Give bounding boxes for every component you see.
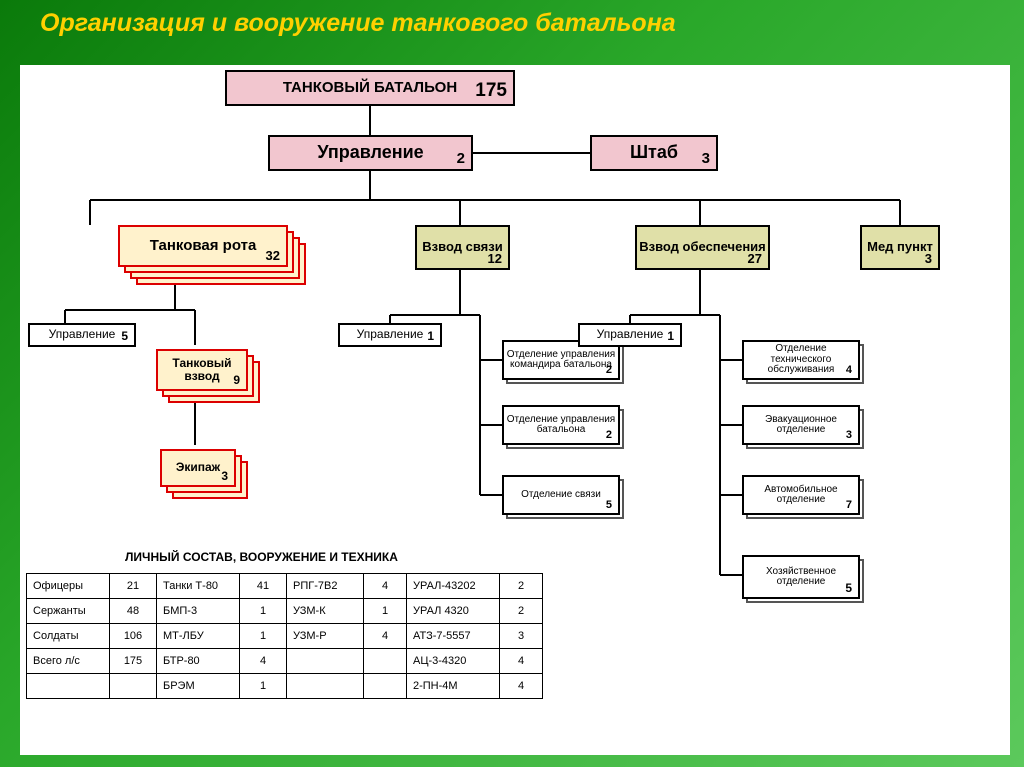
- table-cell: 4: [240, 649, 287, 674]
- node-label: Отделение технического обслуживания: [744, 344, 858, 376]
- table-cell: [110, 674, 157, 699]
- node-label: Мед пункт: [867, 240, 933, 254]
- node-count: 3: [702, 151, 710, 168]
- node-hq: Штаб 3: [590, 135, 718, 171]
- node-count: 7: [846, 499, 852, 511]
- node-count: 3: [221, 470, 228, 483]
- node-count: 5: [845, 582, 852, 595]
- table-cell: 175: [110, 649, 157, 674]
- table-cell: БМП-3: [157, 599, 240, 624]
- table-cell: 1: [240, 599, 287, 624]
- node-count: 3: [846, 429, 852, 441]
- node-label: Штаб: [630, 143, 678, 163]
- table-cell: УЗМ-К: [287, 599, 364, 624]
- node-command: Управление 2: [268, 135, 473, 171]
- node-crew: Экипаж 3: [160, 449, 236, 487]
- node-signal-sub3: Отделение связи 5: [502, 475, 620, 515]
- table-cell: 4: [500, 649, 543, 674]
- node-count: 9: [233, 374, 240, 387]
- node-label: Отделение управления батальона: [504, 415, 618, 436]
- node-support-cmd: Управление 1: [578, 323, 682, 347]
- node-count: 4: [846, 364, 852, 376]
- table-cell: 2-ПН-4М: [407, 674, 500, 699]
- page-title: Организация и вооружение танкового батал…: [0, 0, 1024, 38]
- table-cell: 2: [500, 599, 543, 624]
- node-count: 5: [121, 330, 128, 343]
- table-cell: Офицеры: [27, 574, 110, 599]
- node-support-platoon: Взвод обеспечения 27: [635, 225, 770, 270]
- node-tank-platoon: Танковый взвод 9: [156, 349, 248, 391]
- table-title: ЛИЧНЫЙ СОСТАВ, ВООРУЖЕНИЕ И ТЕХНИКА: [125, 550, 398, 564]
- table-cell: 4: [364, 574, 407, 599]
- node-med-point: Мед пункт 3: [860, 225, 940, 270]
- node-label: Танковая рота: [150, 238, 257, 255]
- node-battalion: ТАНКОВЫЙ БАТАЛЬОН 175: [225, 70, 515, 106]
- table-cell: БТР-80: [157, 649, 240, 674]
- node-count: 2: [606, 364, 612, 376]
- table-cell: 4: [500, 674, 543, 699]
- node-tank-company: Танковая рота 32: [118, 225, 288, 267]
- node-signal-cmd: Управление 1: [338, 323, 442, 347]
- node-count: 2: [606, 429, 612, 441]
- table-cell: 1: [240, 624, 287, 649]
- table-cell: [364, 649, 407, 674]
- node-count: 2: [457, 151, 465, 168]
- table-cell: 41: [240, 574, 287, 599]
- table-cell: 21: [110, 574, 157, 599]
- table-cell: 48: [110, 599, 157, 624]
- table-cell: АЦ-3-4320: [407, 649, 500, 674]
- node-label: Управление: [357, 328, 424, 341]
- node-label: Управление: [317, 143, 423, 163]
- table-cell: 1: [240, 674, 287, 699]
- equipment-table: Офицеры21Танки Т-8041РПГ-7В24УРАЛ-432022…: [26, 573, 543, 699]
- node-label: ТАНКОВЫЙ БАТАЛЬОН: [283, 80, 457, 97]
- node-label: Хозяйственное отделение: [744, 567, 858, 588]
- node-label: Эвакуационное отделение: [744, 415, 858, 436]
- diagram-canvas: ТАНКОВЫЙ БАТАЛЬОН 175 Управление 2 Штаб …: [20, 65, 1010, 755]
- table-cell: [364, 674, 407, 699]
- node-support-sub2: Эвакуационное отделение 3: [742, 405, 860, 445]
- table-cell: Сержанты: [27, 599, 110, 624]
- table-cell: 3: [500, 624, 543, 649]
- node-label: Автомобильное отделение: [744, 485, 858, 506]
- table-cell: Танки Т-80: [157, 574, 240, 599]
- table-cell: БРЭМ: [157, 674, 240, 699]
- node-count: 12: [488, 252, 502, 266]
- table-cell: 4: [364, 624, 407, 649]
- node-count: 5: [606, 499, 612, 511]
- table-cell: [27, 674, 110, 699]
- node-signal-sub2: Отделение управления батальона 2: [502, 405, 620, 445]
- table-cell: [287, 649, 364, 674]
- node-support-sub3: Автомобильное отделение 7: [742, 475, 860, 515]
- node-signal-platoon: Взвод связи 12: [415, 225, 510, 270]
- node-label: Управление: [49, 328, 116, 341]
- node-count: 1: [427, 330, 434, 343]
- table-cell: 106: [110, 624, 157, 649]
- node-count: 175: [475, 81, 507, 102]
- table-cell: 2: [500, 574, 543, 599]
- node-support-sub1: Отделение технического обслуживания 4: [742, 340, 860, 380]
- node-count: 1: [667, 330, 674, 343]
- table-cell: Всего л/с: [27, 649, 110, 674]
- table-cell: УЗМ-Р: [287, 624, 364, 649]
- node-count: 3: [925, 252, 932, 266]
- table-cell: УРАЛ-43202: [407, 574, 500, 599]
- table-cell: УРАЛ 4320: [407, 599, 500, 624]
- table-cell: [287, 674, 364, 699]
- node-label: Управление: [597, 328, 664, 341]
- node-support-sub4: Хозяйственное отделение 5: [742, 555, 860, 599]
- node-count: 32: [266, 249, 280, 263]
- node-count: 27: [748, 252, 762, 266]
- table-cell: МТ-ЛБУ: [157, 624, 240, 649]
- table-cell: РПГ-7В2: [287, 574, 364, 599]
- table-cell: Солдаты: [27, 624, 110, 649]
- node-label: Экипаж: [176, 461, 220, 474]
- table-cell: АТЗ-7-5557: [407, 624, 500, 649]
- node-label: Отделение управления командира батальона: [504, 350, 618, 371]
- table-cell: 1: [364, 599, 407, 624]
- node-label: Отделение связи: [521, 490, 601, 501]
- node-company-cmd: Управление 5: [28, 323, 136, 347]
